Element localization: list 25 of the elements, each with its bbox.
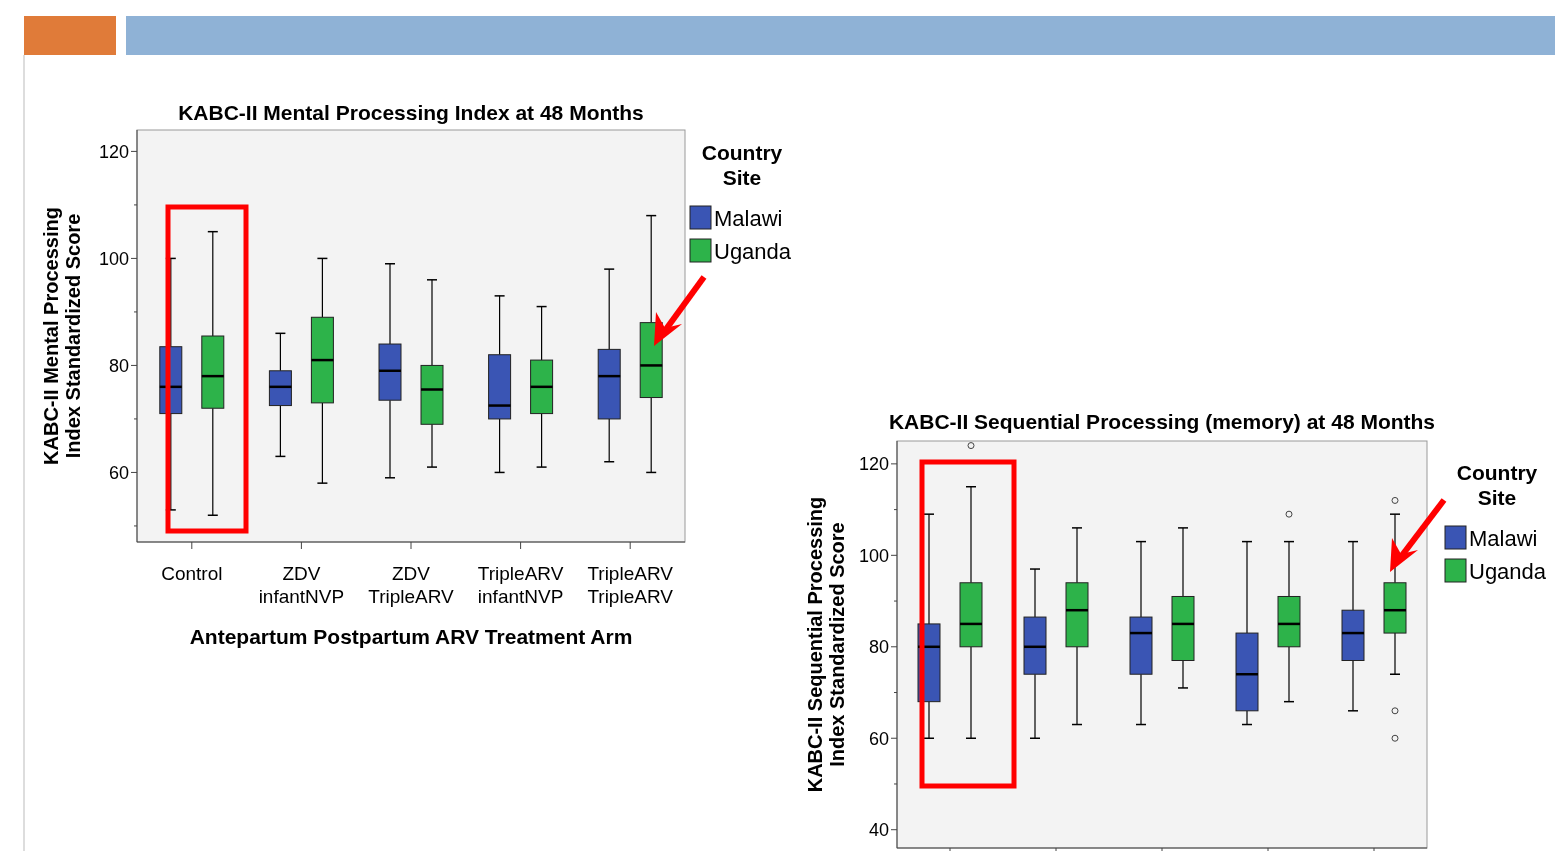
chart-title: KABC-II Mental Processing Index at 48 Months xyxy=(178,101,644,124)
y-tick-label: 60 xyxy=(108,462,129,483)
y-tick-label: 80 xyxy=(868,637,889,658)
x-tick-label: TripleARV infantNVP xyxy=(477,563,564,607)
y-tick-label: 120 xyxy=(98,141,129,162)
y-tick-label: 60 xyxy=(868,728,889,749)
legend-label: Uganda xyxy=(714,238,792,264)
legend-label: Malawi xyxy=(714,205,783,231)
y-axis-title: KABC-II Sequential Processing Index Standardized Score xyxy=(804,496,848,793)
legend-title: Country Site xyxy=(701,141,783,189)
legend-label: Malawi xyxy=(1469,525,1538,551)
y-tick-label: 120 xyxy=(858,454,889,475)
y-tick-label: 40 xyxy=(868,820,889,841)
y-axis-title: KABC-II Mental Processing Index Standardized Score xyxy=(40,207,84,465)
x-tick-label: ZDV infantNVP xyxy=(258,563,345,607)
x-axis-title: Antepartum Postpartum ARV Treatment Arm xyxy=(189,625,633,648)
chart-title: KABC-II Sequential Processing (memory) at 48 Months xyxy=(888,410,1436,433)
x-tick-label: ZDV TripleARV xyxy=(368,563,455,607)
legend-title: Country Site xyxy=(1456,461,1538,509)
y-tick-label: 100 xyxy=(98,248,129,269)
y-tick-label: 100 xyxy=(858,545,889,566)
x-tick-label: Control xyxy=(161,563,223,584)
y-tick-label: 80 xyxy=(108,355,129,376)
x-tick-label: TripleARV TripleARV xyxy=(587,563,674,607)
legend-label: Uganda xyxy=(1469,558,1547,584)
